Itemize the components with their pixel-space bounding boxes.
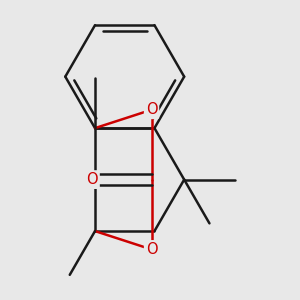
Text: O: O xyxy=(86,172,98,187)
Text: O: O xyxy=(146,242,158,257)
Text: O: O xyxy=(146,102,158,117)
